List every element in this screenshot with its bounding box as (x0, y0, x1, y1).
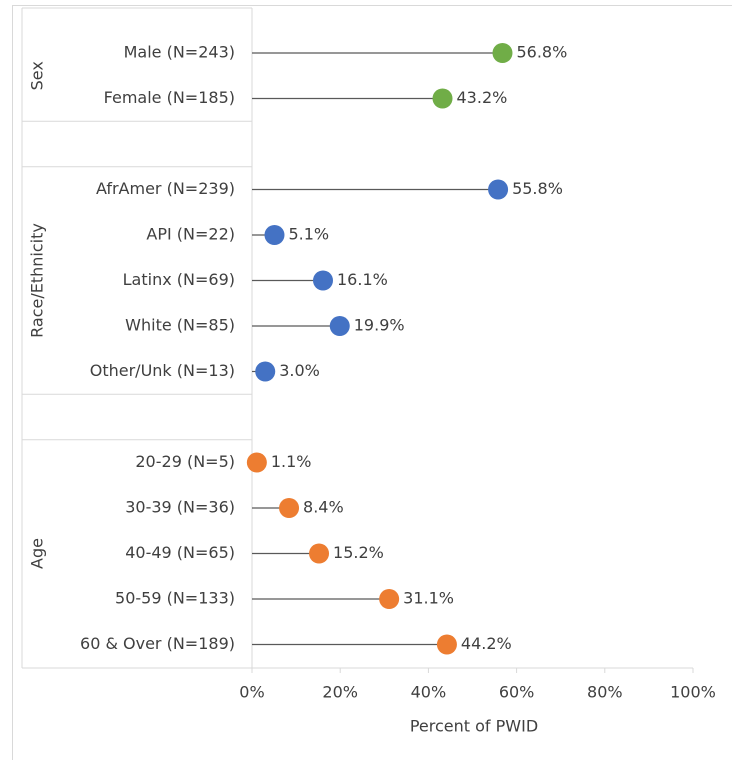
category-label: AfrAmer (N=239) (96, 179, 235, 198)
group-label: Race/Ethnicity (28, 223, 47, 338)
dot (309, 544, 329, 564)
value-label: 55.8% (512, 179, 563, 198)
x-tick-label: 80% (587, 683, 623, 702)
dot (313, 271, 333, 291)
x-tick-label: 0% (239, 683, 264, 702)
group-label: Age (28, 538, 47, 569)
category-label: 20-29 (N=5) (135, 452, 235, 471)
dot (279, 498, 299, 518)
category-label: Other/Unk (N=13) (90, 361, 235, 380)
value-label: 1.1% (271, 452, 312, 471)
value-label: 5.1% (288, 225, 329, 244)
dot (330, 316, 350, 336)
category-label: 60 & Over (N=189) (80, 634, 235, 653)
category-label: 30-39 (N=36) (125, 498, 235, 517)
x-tick-label: 100% (670, 683, 716, 702)
category-label: Male (N=243) (124, 43, 235, 62)
dot (488, 180, 508, 200)
x-tick-label: 40% (411, 683, 447, 702)
dot (379, 589, 399, 609)
category-label: 40-49 (N=65) (125, 543, 235, 562)
group-label: Sex (28, 61, 47, 90)
category-label: 50-59 (N=133) (115, 589, 235, 608)
dot (264, 225, 284, 245)
value-label: 43.2% (457, 88, 508, 107)
dot (492, 43, 512, 63)
value-label: 16.1% (337, 270, 388, 289)
dot (433, 89, 453, 109)
category-label: API (N=22) (146, 225, 235, 244)
value-label: 56.8% (516, 43, 567, 62)
category-label: White (N=85) (125, 316, 235, 335)
value-label: 8.4% (303, 498, 344, 517)
dot (255, 362, 275, 382)
value-label: 44.2% (461, 634, 512, 653)
x-tick-label: 20% (322, 683, 358, 702)
value-label: 31.1% (403, 589, 454, 608)
category-label: Female (N=185) (104, 88, 235, 107)
value-label: 15.2% (333, 543, 384, 562)
x-axis-label: Percent of PWID (410, 717, 538, 736)
dot (247, 453, 267, 473)
value-label: 19.9% (354, 316, 405, 335)
x-tick-label: 60% (499, 683, 535, 702)
dot (437, 635, 457, 655)
category-label: Latinx (N=69) (123, 270, 235, 289)
value-label: 3.0% (279, 361, 320, 380)
